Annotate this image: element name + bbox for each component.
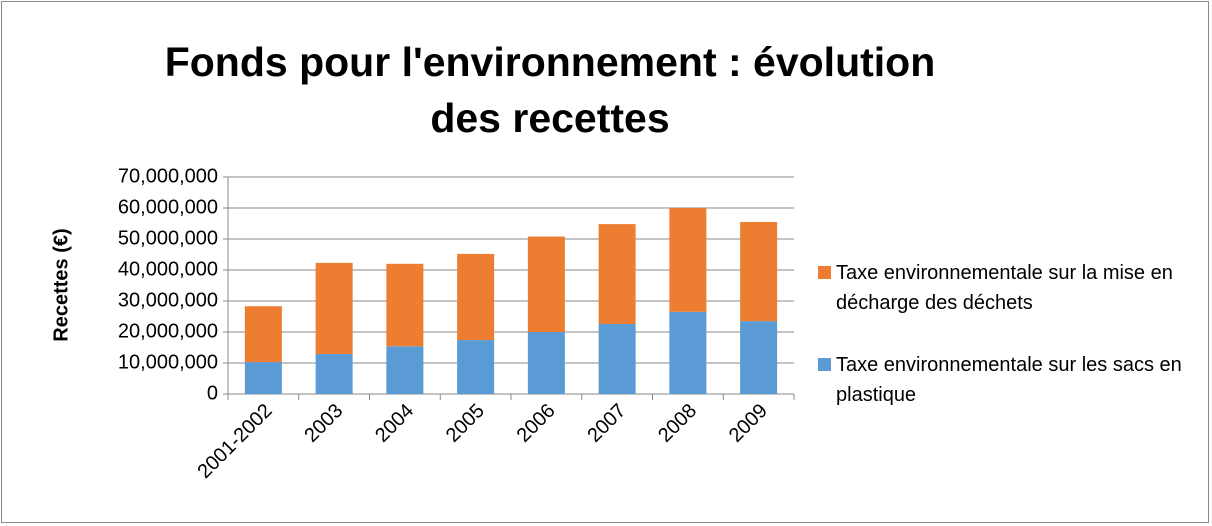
bar	[598, 224, 636, 324]
bar	[244, 362, 282, 394]
bar	[669, 311, 707, 394]
x-tick-label: 2008	[654, 400, 701, 447]
bar	[527, 236, 565, 332]
x-tick-label: 2001-2002	[193, 400, 276, 483]
y-tick-label: 0	[207, 382, 218, 404]
x-tick-label: 2009	[725, 400, 772, 447]
chart-title: Fonds pour l'environnement : évolution d…	[164, 39, 936, 141]
y-tick-label: 60,000,000	[118, 196, 218, 218]
y-tick-label: 70,000,000	[118, 165, 218, 187]
legend-label: Taxe environnementale sur les sacs en pl…	[836, 354, 1182, 406]
y-tick-label: 40,000,000	[118, 258, 218, 280]
y-tick-label: 50,000,000	[118, 227, 218, 249]
y-axis-label: Recettes (€)	[50, 228, 72, 341]
x-tick-label: 2003	[300, 400, 347, 447]
bar	[386, 346, 424, 394]
legend-entry: Taxe environnementale sur les sacs en pl…	[818, 350, 1196, 410]
bar	[527, 332, 565, 394]
y-tick-label: 30,000,000	[118, 289, 218, 311]
y-tick-label: 10,000,000	[118, 351, 218, 373]
bar	[386, 263, 424, 347]
bar	[315, 262, 353, 355]
legend-swatch	[818, 358, 831, 371]
bar	[669, 208, 707, 312]
legend-label: Taxe environnementale sur la mise en déc…	[836, 262, 1173, 314]
y-tick-label: 20,000,000	[118, 320, 218, 342]
x-tick-label: 2004	[371, 400, 418, 447]
legend-swatch	[818, 266, 831, 279]
x-tick-label: 2006	[513, 400, 560, 447]
bar	[598, 323, 636, 394]
x-tick-label: 2007	[583, 400, 630, 447]
x-tick-label: 2005	[442, 400, 489, 447]
bar	[457, 253, 495, 341]
bar	[315, 354, 353, 394]
bar	[457, 340, 495, 394]
bar	[244, 306, 282, 363]
bar	[740, 321, 778, 394]
bar	[740, 221, 778, 322]
legend-entry: Taxe environnementale sur la mise en déc…	[818, 258, 1196, 318]
